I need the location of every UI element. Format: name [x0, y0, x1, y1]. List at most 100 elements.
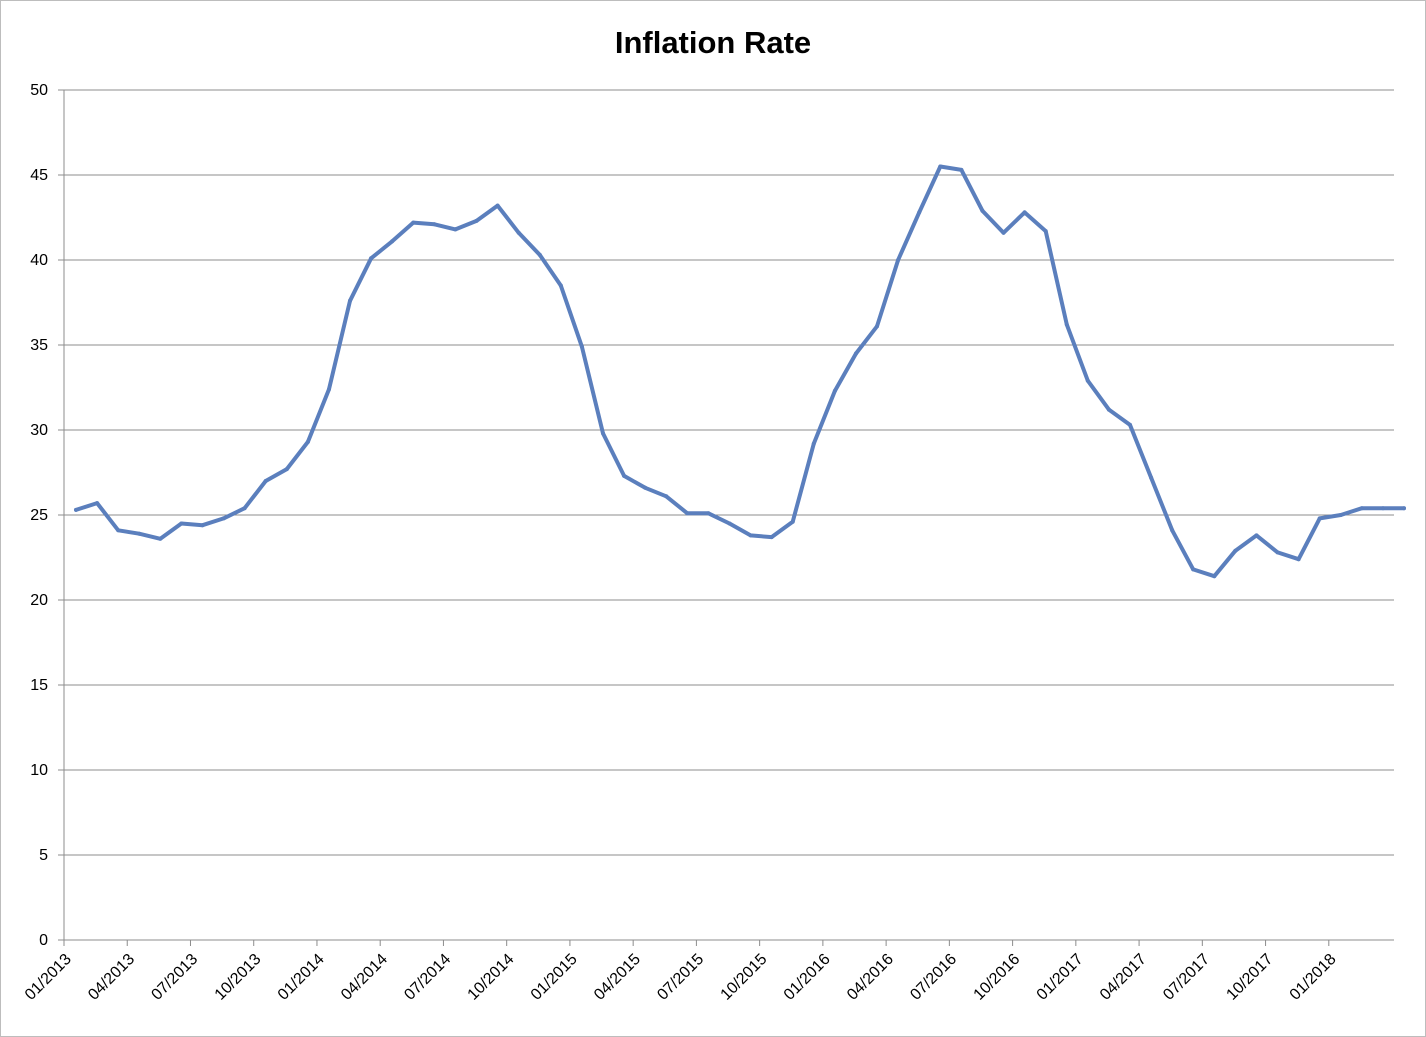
y-tick-label: 0: [39, 932, 48, 949]
y-tick-label: 15: [30, 677, 48, 694]
y-tick-label: 25: [30, 507, 48, 524]
x-tick-label: 01/2018: [1287, 951, 1340, 1004]
axes: [58, 89, 1394, 946]
x-tick-label: 10/2015: [718, 951, 771, 1004]
data-point: [1085, 378, 1090, 383]
data-point: [664, 494, 669, 499]
data-point: [980, 208, 985, 213]
data-point: [558, 283, 563, 288]
x-tick-label: 07/2013: [148, 951, 201, 1004]
x-tick-label: 07/2014: [401, 951, 454, 1004]
x-tick-label: 04/2013: [85, 951, 138, 1004]
data-point: [284, 467, 289, 472]
y-tick-label: 35: [30, 337, 48, 354]
data-point: [896, 258, 901, 262]
y-tick-label: 50: [30, 82, 48, 99]
x-tick-label: 04/2017: [1097, 951, 1150, 1004]
data-point: [1317, 516, 1322, 521]
data-point: [1001, 230, 1006, 235]
data-point: [305, 439, 310, 444]
data-point: [411, 220, 416, 225]
data-point: [1022, 210, 1027, 215]
data-point: [622, 473, 627, 478]
data-point: [748, 533, 753, 538]
data-point: [1106, 407, 1111, 412]
x-axis-tick-labels: 01/2013 04/2013 07/2013 10/2013 01/2014 04/20…: [22, 951, 1340, 1004]
x-tick-label: 01/2016: [781, 951, 834, 1004]
x-tick-label: 07/2017: [1160, 951, 1213, 1004]
data-point: [537, 252, 542, 257]
data-point: [432, 222, 437, 227]
x-tick-label: 01/2013: [22, 951, 75, 1004]
data-point: [1064, 322, 1069, 327]
data-point: [453, 227, 458, 232]
y-tick-label: 45: [30, 167, 48, 184]
x-tick-label: 04/2015: [591, 951, 644, 1004]
data-point: [369, 256, 374, 261]
data-point: [1212, 574, 1217, 579]
x-tick-label: 04/2014: [338, 951, 391, 1004]
y-tick-label: 40: [30, 252, 48, 269]
data-point: [474, 218, 479, 223]
y-tick-label: 30: [30, 422, 48, 439]
x-tick-label: 07/2015: [654, 951, 707, 1004]
x-tick-label: 01/2017: [1034, 951, 1087, 1004]
data-point: [1338, 513, 1343, 517]
data-point: [1043, 229, 1048, 234]
x-tick-label: 10/2013: [212, 951, 265, 1004]
data-point: [1275, 550, 1280, 555]
data-point: [95, 501, 100, 506]
chart-title: Inflation Rate: [615, 25, 811, 60]
data-point: [832, 388, 837, 393]
data-point: [601, 431, 605, 436]
data-point: [1296, 557, 1301, 562]
y-tick-label: 5: [39, 847, 48, 864]
x-tick-label: 07/2016: [907, 951, 960, 1004]
series-layer: [74, 164, 1406, 579]
data-point: [516, 230, 521, 235]
data-point: [685, 511, 690, 516]
y-axis-tick-labels: 0 5 10 15 20 25 30 35 40 45 50: [30, 82, 48, 949]
data-point: [1191, 567, 1196, 572]
data-point: [390, 239, 395, 244]
data-point: [875, 324, 879, 329]
data-point: [769, 535, 774, 540]
data-point: [116, 528, 121, 533]
x-tick-label: 10/2014: [465, 951, 518, 1004]
data-point: [579, 344, 584, 349]
data-point: [854, 351, 858, 356]
data-point: [263, 479, 268, 483]
data-point: [790, 519, 795, 524]
data-point: [1254, 533, 1259, 538]
data-point: [495, 203, 500, 208]
data-point: [137, 531, 142, 536]
data-point: [959, 167, 964, 172]
data-point: [727, 521, 732, 526]
x-tick-label: 10/2016: [971, 951, 1024, 1004]
data-point: [1128, 422, 1132, 427]
data-point: [1170, 528, 1175, 533]
data-point: [221, 516, 226, 521]
x-tick-label: 01/2014: [275, 951, 328, 1004]
data-point: [179, 521, 184, 526]
series-line-0: [74, 164, 1406, 579]
data-point: [643, 485, 648, 490]
data-point: [348, 298, 352, 303]
y-tick-label: 20: [30, 592, 48, 609]
data-point: [1149, 475, 1154, 480]
data-point: [1402, 506, 1406, 511]
data-point: [242, 506, 247, 511]
data-point: [74, 507, 78, 512]
data-point: [917, 210, 922, 215]
gridlines: [64, 89, 1394, 856]
data-point: [706, 511, 711, 516]
y-tick-label: 10: [30, 762, 48, 779]
data-point: [1359, 506, 1364, 511]
data-point: [1233, 548, 1238, 553]
data-point: [158, 536, 163, 541]
data-point: [200, 523, 205, 528]
data-point: [938, 164, 943, 169]
x-tick-label: 10/2017: [1223, 951, 1276, 1004]
